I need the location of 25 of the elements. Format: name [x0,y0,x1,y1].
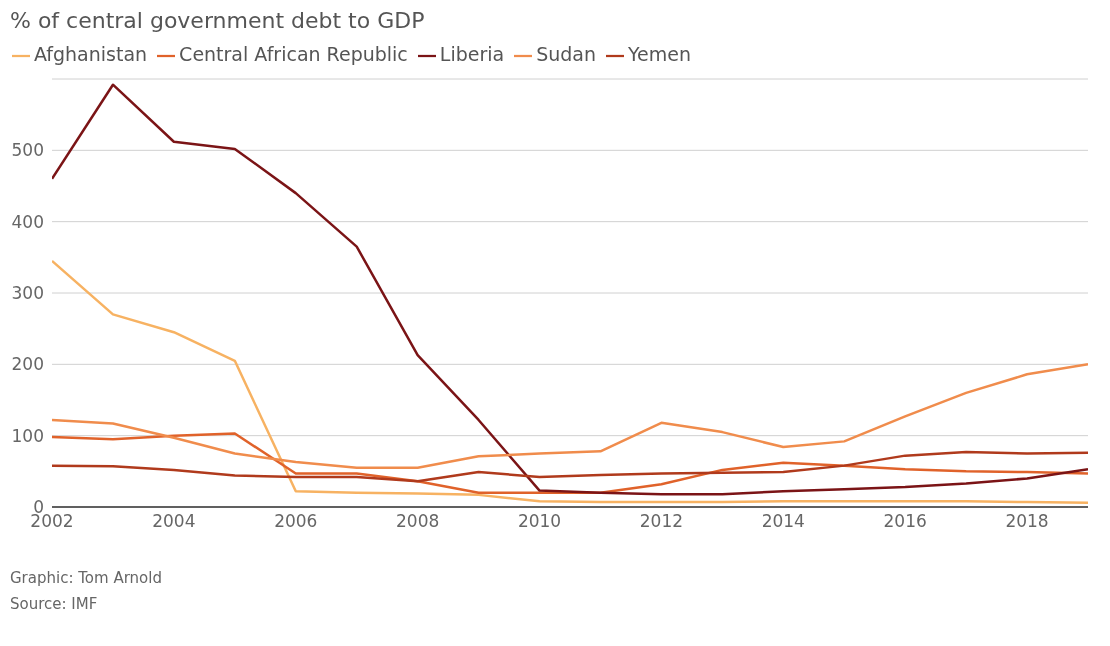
x-tick-label: 2014 [761,511,805,532]
line-series [52,83,1088,496]
legend-label: Liberia [439,43,505,65]
legend-label: Central African Republic [179,43,408,65]
x-tick-label: 2018 [1005,511,1049,532]
line-series [52,259,1088,504]
x-tick-label: 2004 [152,511,196,532]
x-tick-label: 2008 [396,511,440,532]
x-tick-label: 2010 [517,511,562,532]
y-tick-label: 100 [11,425,44,446]
y-tick-label: 200 [11,354,44,375]
x-tick-label: 2012 [639,511,684,532]
legend-label: Afghanistan [34,43,148,65]
x-tick-label: 2006 [274,511,318,532]
y-tick-label: 400 [11,211,44,232]
legend-label: Yemen [628,43,692,65]
legend-label: Sudan [536,43,597,65]
source-note: Source: IMF [10,594,99,615]
text: Graphic: Tom Arnold [10,568,163,589]
y-tick-label: 500 [11,140,44,161]
x-tick-label: 2016 [883,511,927,532]
y-tick-label: 300 [11,283,44,304]
chart-title: % of central government debt to GDP [10,8,426,33]
line-series [52,363,1088,470]
line-series [52,450,1088,483]
